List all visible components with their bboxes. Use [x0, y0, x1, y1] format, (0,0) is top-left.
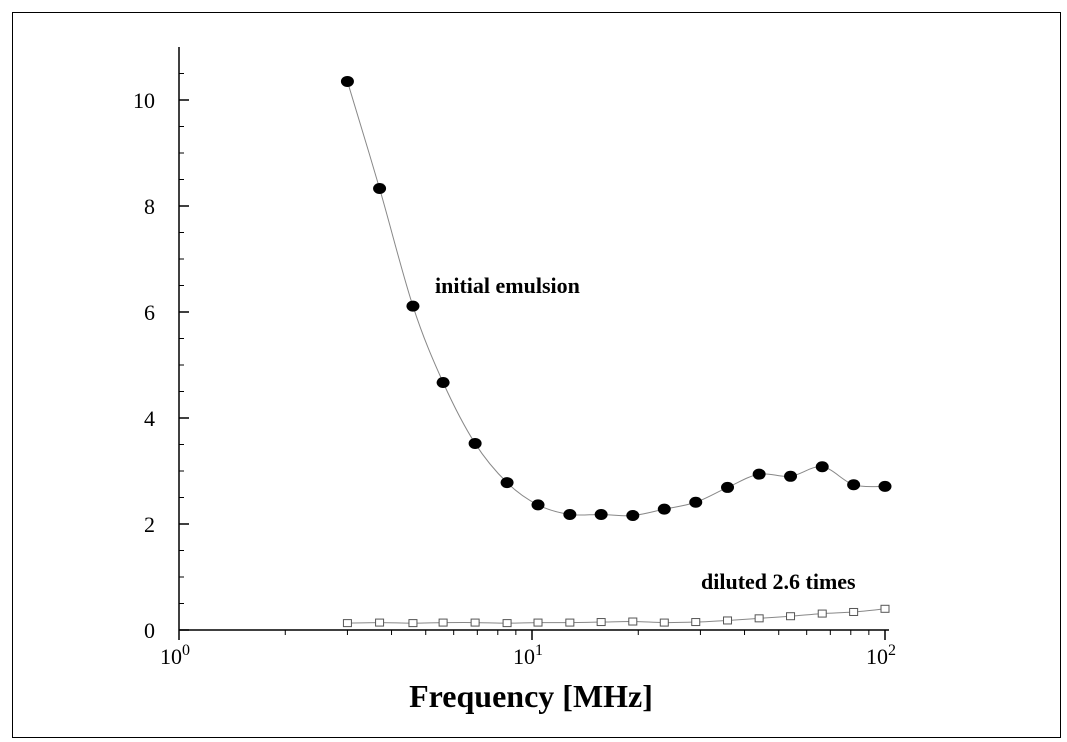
axes — [178, 47, 889, 640]
data-point — [502, 619, 512, 628]
data-point — [817, 609, 827, 618]
data-point — [470, 618, 480, 627]
x-tick-label: 102 — [866, 642, 896, 669]
y-tick-label: 2 — [144, 512, 155, 537]
data-point — [723, 616, 733, 625]
data-point — [721, 481, 735, 493]
annotation-diluted: diluted 2.6 times — [701, 569, 856, 594]
data-point — [689, 496, 703, 508]
data-point — [406, 300, 420, 312]
data-point — [626, 510, 640, 522]
data-point — [408, 619, 418, 628]
data-point — [375, 618, 385, 627]
data-point — [468, 437, 482, 449]
y-tick-label: 6 — [144, 300, 155, 325]
chart-frame: 100 101 102 0 2 4 6 8 10 Frequency [MHz] initial… — [12, 12, 1061, 738]
data-point — [342, 619, 352, 628]
x-tick-label: 100 — [160, 642, 190, 669]
series-marks — [340, 75, 892, 628]
data-point — [436, 376, 450, 388]
data-point — [373, 183, 387, 195]
y-tick-label: 10 — [133, 88, 155, 113]
y-tick-label: 0 — [144, 618, 155, 643]
data-point — [500, 477, 514, 489]
x-tick-label: 101 — [513, 642, 543, 669]
data-point — [628, 617, 638, 626]
data-point — [565, 618, 575, 627]
tick-labels: 100 101 102 0 2 4 6 8 10 — [133, 88, 896, 669]
x-axis-label: Frequency [MHz] — [409, 678, 653, 714]
series-line-0 — [346, 81, 886, 517]
data-point — [563, 508, 577, 520]
data-point — [531, 499, 545, 511]
y-tick-label: 8 — [144, 194, 155, 219]
series-lines — [346, 81, 886, 624]
chart: 100 101 102 0 2 4 6 8 10 Frequency [MHz] initial… — [133, 47, 896, 714]
data-point — [784, 470, 798, 482]
data-point — [878, 480, 892, 492]
data-point — [815, 461, 829, 473]
data-point — [754, 614, 764, 623]
data-point — [340, 75, 354, 87]
data-point — [659, 618, 669, 627]
data-point — [594, 508, 608, 520]
data-point — [596, 618, 606, 627]
data-point — [847, 479, 861, 491]
data-point — [786, 612, 796, 621]
data-point — [533, 618, 543, 627]
data-point — [438, 618, 448, 627]
y-tick-label: 4 — [144, 406, 155, 431]
data-point — [657, 503, 671, 515]
data-point — [691, 618, 701, 627]
data-point — [880, 604, 890, 613]
annotation-initial-emulsion: initial emulsion — [435, 273, 580, 298]
series-line-1 — [347, 608, 886, 624]
data-point — [849, 607, 859, 616]
data-point — [752, 468, 766, 480]
